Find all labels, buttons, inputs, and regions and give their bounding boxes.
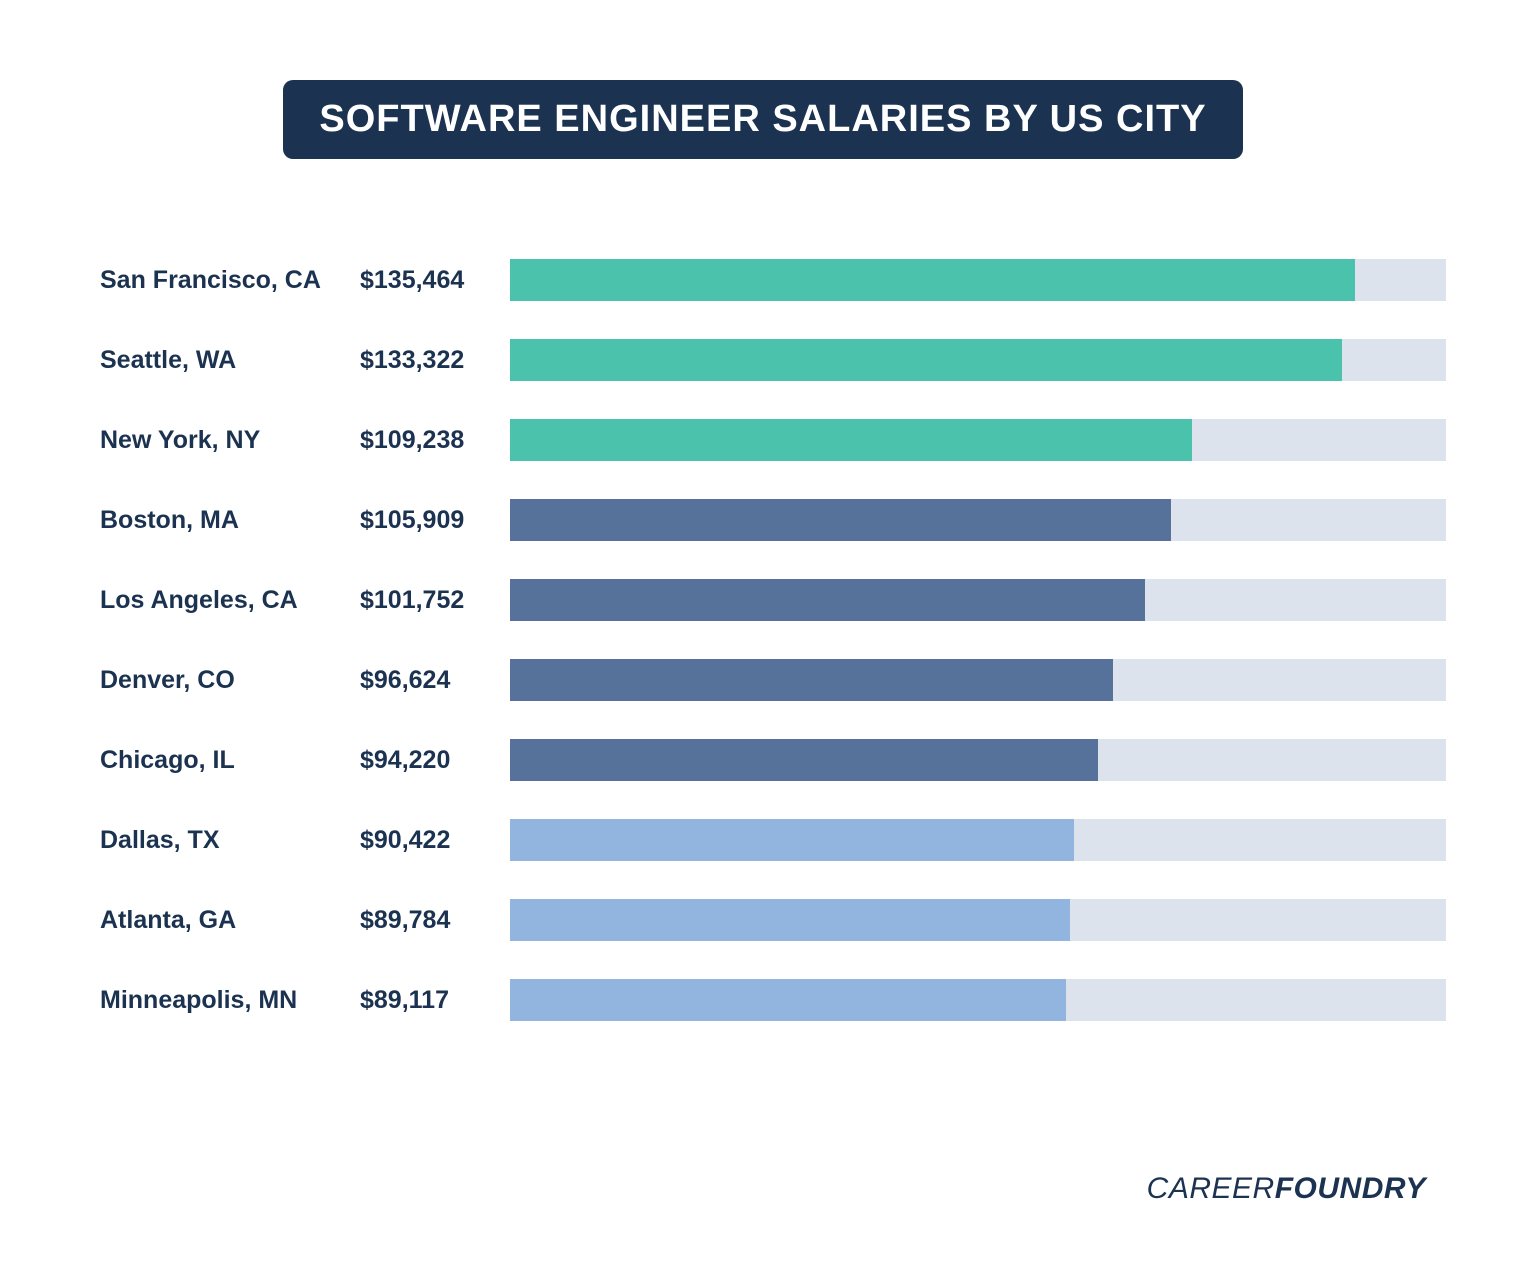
salary-label: $90,422	[360, 826, 510, 855]
brand-name-light: CAREER	[1147, 1172, 1275, 1205]
salary-label: $105,909	[360, 506, 510, 535]
salary-label: $101,752	[360, 586, 510, 615]
chart-row: Seattle, WA$133,322	[100, 339, 1446, 381]
salary-label: $89,784	[360, 906, 510, 935]
chart-row: Atlanta, GA$89,784	[100, 899, 1446, 941]
bar-fill	[510, 499, 1171, 541]
bar-fill	[510, 419, 1192, 461]
bar-track	[510, 259, 1446, 301]
chart-row: Boston, MA$105,909	[100, 499, 1446, 541]
brand-name-bold: FOUNDRY	[1275, 1172, 1426, 1205]
bar-track	[510, 979, 1446, 1021]
salary-label: $96,624	[360, 666, 510, 695]
bar-fill	[510, 979, 1066, 1021]
bar-track	[510, 739, 1446, 781]
bar-track	[510, 579, 1446, 621]
chart-row: Los Angeles, CA$101,752	[100, 579, 1446, 621]
bar-fill	[510, 259, 1355, 301]
bar-track	[510, 899, 1446, 941]
salary-label: $89,117	[360, 986, 510, 1015]
chart-title-wrapper: SOFTWARE ENGINEER SALARIES BY US CITY	[80, 60, 1446, 259]
chart-row: New York, NY$109,238	[100, 419, 1446, 461]
chart-area: San Francisco, CA$135,464 Seattle, WA$133…	[80, 259, 1446, 1021]
bar-track	[510, 339, 1446, 381]
chart-title: SOFTWARE ENGINEER SALARIES BY US CITY	[319, 98, 1206, 140]
chart-row: Minneapolis, MN$89,117	[100, 979, 1446, 1021]
city-label: San Francisco, CA	[100, 266, 360, 295]
bar-fill	[510, 739, 1098, 781]
bar-track	[510, 659, 1446, 701]
bar-fill	[510, 579, 1145, 621]
city-label: Chicago, IL	[100, 746, 360, 775]
city-label: New York, NY	[100, 426, 360, 455]
salary-label: $94,220	[360, 746, 510, 775]
bar-fill	[510, 819, 1074, 861]
chart-row: Denver, CO$96,624	[100, 659, 1446, 701]
salary-label: $109,238	[360, 426, 510, 455]
brand-footer: CAREERFOUNDRY	[1147, 1172, 1426, 1206]
salary-label: $133,322	[360, 346, 510, 375]
bar-track	[510, 499, 1446, 541]
bar-fill	[510, 899, 1070, 941]
city-label: Minneapolis, MN	[100, 986, 360, 1015]
chart-title-banner: SOFTWARE ENGINEER SALARIES BY US CITY	[283, 80, 1242, 159]
chart-row: Chicago, IL$94,220	[100, 739, 1446, 781]
city-label: Atlanta, GA	[100, 906, 360, 935]
city-label: Boston, MA	[100, 506, 360, 535]
salary-label: $135,464	[360, 266, 510, 295]
city-label: Dallas, TX	[100, 826, 360, 855]
city-label: Seattle, WA	[100, 346, 360, 375]
bar-fill	[510, 659, 1113, 701]
bar-track	[510, 819, 1446, 861]
bar-fill	[510, 339, 1342, 381]
bar-track	[510, 419, 1446, 461]
city-label: Los Angeles, CA	[100, 586, 360, 615]
city-label: Denver, CO	[100, 666, 360, 695]
chart-row: Dallas, TX$90,422	[100, 819, 1446, 861]
chart-row: San Francisco, CA$135,464	[100, 259, 1446, 301]
